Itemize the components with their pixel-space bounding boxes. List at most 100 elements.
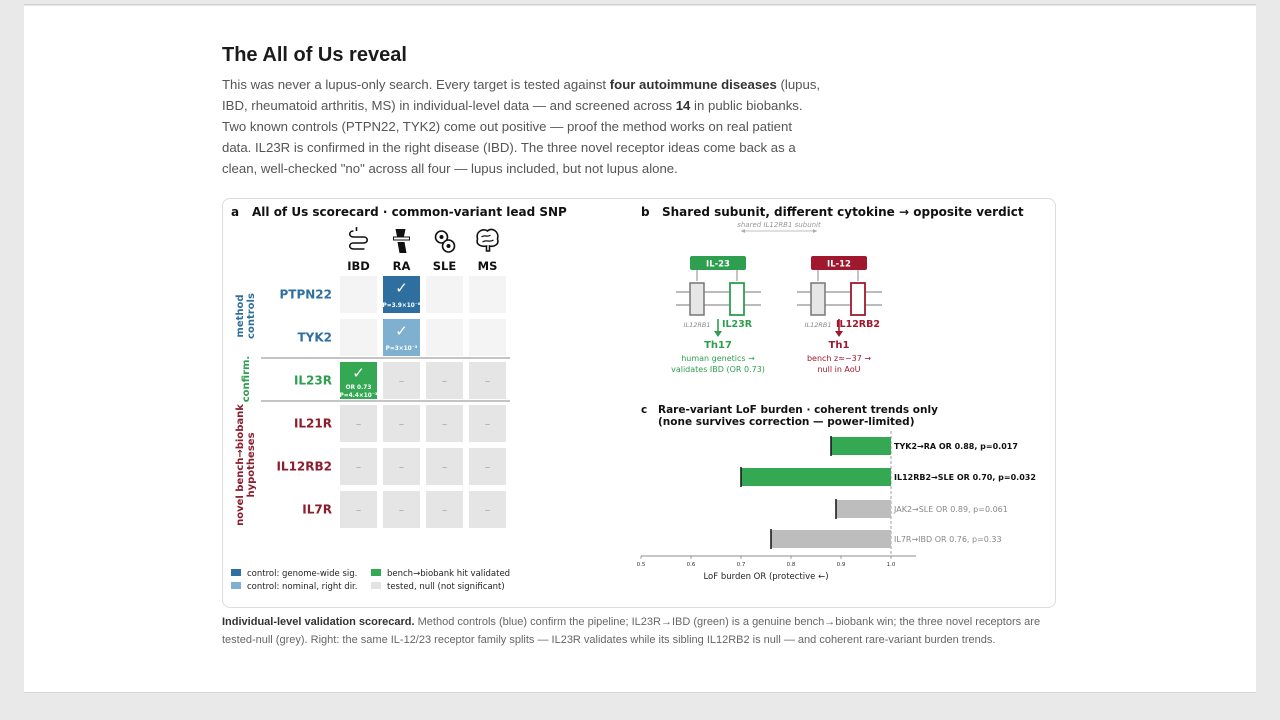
intro-segment: in public biobanks. Two known controls (…: [222, 98, 803, 176]
cell-stat: P=3.9×10⁻⁸: [383, 302, 421, 309]
top-divider: [24, 4, 1256, 5]
scorecard-cell: [469, 319, 506, 356]
cytokine-box: [811, 256, 867, 270]
panel-c-letter: c: [641, 404, 647, 416]
null-dash: –: [399, 504, 405, 517]
null-dash: –: [485, 461, 491, 474]
receptor-il23r: IL-23 IL12RB1 IL23R Th17 human genetics → val…: [671, 256, 765, 374]
legend-label: control: genome-wide sig.: [247, 569, 357, 579]
burden-bar: [831, 437, 891, 455]
null-dash: –: [356, 418, 362, 431]
legend-swatch: [371, 569, 381, 576]
bottom-divider: [24, 692, 1256, 693]
partner-label: IL12RB2: [836, 319, 880, 330]
cell-type: Th1: [829, 340, 850, 351]
scorecard-cell: [469, 448, 506, 485]
cytokine-label: IL-23: [706, 260, 730, 270]
bone-lower: [397, 242, 407, 253]
burden-bar: [836, 500, 891, 518]
burden-bar: [741, 468, 891, 486]
scorecard-cell: [383, 362, 420, 399]
cell-stat: P=3×10⁻³: [386, 345, 418, 352]
verdict-note: bench z≈−37 →: [807, 354, 871, 363]
bar-label: TYK2→RA OR 0.88, p=0.017: [894, 442, 1018, 451]
check-mark: ✓: [395, 279, 408, 297]
il12rb1-subunit: [810, 282, 826, 316]
scorecard-cell: [426, 491, 463, 528]
gene-label: IL23R: [294, 374, 332, 388]
check-mark: ✓: [395, 322, 408, 340]
x-tick-label: 0.8: [787, 562, 796, 568]
scorecard-cell: [426, 448, 463, 485]
cell-stat: P=4.4×10⁻³: [340, 392, 378, 399]
joint-gap: [393, 236, 410, 241]
blood-cells-icon: [434, 230, 456, 253]
signal-arrowhead: [835, 331, 843, 337]
x-tick-label: 0.7: [737, 562, 746, 568]
cytokine-label: IL-12: [827, 260, 851, 270]
legend-label: tested, null (not significant): [387, 582, 505, 592]
partner-subunit: [729, 282, 745, 316]
brain-outline: [476, 228, 499, 252]
intestine-shape: [348, 230, 369, 250]
scorecard-cell: [383, 405, 420, 442]
legend-swatch: [231, 582, 241, 589]
scorecard-grid: PTPN22 ✓ P=3.9×10⁻⁸ TYK2 ✓ P=3×10⁻³ IL23R ✓ OR 0…: [235, 276, 510, 528]
null-dash: –: [442, 418, 448, 431]
figure-svg: a All of Us scorecard · common-variant l…: [231, 205, 1036, 592]
gene-label: TYK2: [297, 331, 332, 345]
disease-label: MS: [478, 259, 498, 273]
disease-label: RA: [393, 259, 411, 273]
scorecard-legend: control: genome-wide sig. bench→biobank h…: [231, 569, 510, 592]
x-tick-label: 0.9: [837, 562, 846, 568]
scorecard-cell: [383, 491, 420, 528]
figure-panel: a All of Us scorecard · common-variant l…: [222, 198, 1056, 608]
disease-label: SLE: [433, 259, 457, 273]
disease-label: IBD: [347, 259, 370, 273]
gene-label: IL21R: [294, 417, 332, 431]
scorecard-cell: [469, 491, 506, 528]
cell-1: [434, 230, 449, 244]
partner-subunit: [850, 282, 866, 316]
scorecard-cell: [383, 276, 420, 313]
panel-c-title-1: Rare-variant LoF burden · coherent trend…: [658, 404, 938, 416]
group-label: novel bench→biobank: [235, 404, 246, 526]
cytokine-box: [690, 256, 746, 270]
scorecard-cell: [426, 362, 463, 399]
group-label: method: [235, 294, 246, 337]
legend-label: bench→biobank hit validated: [387, 569, 510, 579]
scorecard-cell: [340, 319, 377, 356]
null-dash: –: [485, 504, 491, 517]
cell-stat: OR 0.73: [346, 385, 372, 391]
panel-b-letter: b: [641, 205, 650, 219]
scorecard-cell: [340, 448, 377, 485]
null-dash: –: [485, 375, 491, 388]
joint-icon: [393, 229, 410, 253]
scorecard-cell: [426, 276, 463, 313]
null-dash: –: [399, 461, 405, 474]
scorecard-cell: [340, 276, 377, 313]
bar-label: IL7R→IBD OR 0.76, p=0.33: [894, 535, 1002, 544]
x-tick-label: 0.6: [687, 562, 696, 568]
intro-segment: (lupus, IBD, rheumatoid arthritis, MS) i…: [222, 77, 821, 113]
x-axis-label: LoF burden OR (protective ←): [703, 572, 828, 582]
intro-segment: 14: [675, 98, 691, 113]
subunit-label: IL12RB1: [684, 321, 711, 329]
burden-bar: [771, 530, 891, 548]
gene-label: IL7R: [302, 503, 332, 517]
legend-swatch: [231, 569, 241, 576]
null-dash: –: [356, 504, 362, 517]
cell-1-core: [439, 235, 444, 239]
x-tick-label: 0.5: [637, 562, 646, 568]
scorecard-cell: [426, 319, 463, 356]
group-label: confirm.: [241, 356, 252, 402]
null-dash: –: [356, 461, 362, 474]
cell-2-core: [446, 244, 451, 248]
scorecard-cell: [469, 405, 506, 442]
burden-chart: 0.5 0.6 0.7 0.8 0.9 1.0 LoF burden OR (protect…: [637, 431, 1036, 582]
intro-segment: This was never a lupus-only search. Ever…: [222, 77, 610, 92]
receptor-il12rb2: IL-12 IL12RB1 IL12RB2 Th1 bench z≈−37 → null …: [797, 256, 882, 374]
null-dash: –: [442, 504, 448, 517]
x-tick-label: 1.0: [887, 562, 896, 568]
legend-swatch: [371, 582, 381, 589]
